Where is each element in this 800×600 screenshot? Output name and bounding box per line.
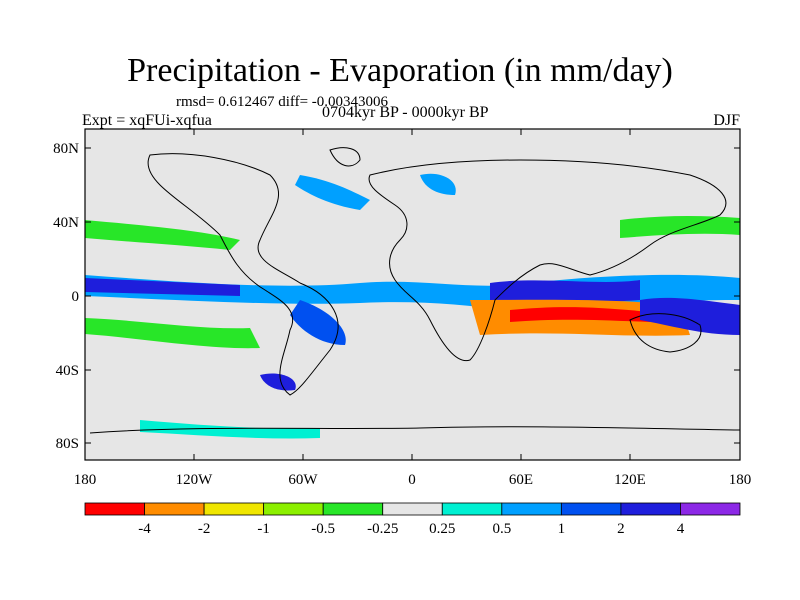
colorbar-labels: -4 -2 -1 -0.5 -0.25 0.25 0.5 1 2 4 <box>138 521 684 537</box>
period-text: 0704kyr BP - 0000kyr BP <box>322 104 489 121</box>
colorbar-swatch <box>144 502 205 516</box>
colorbar-label: 2 <box>617 521 625 537</box>
colorbar-swatch <box>382 502 443 516</box>
lat-tick-label: 40S <box>56 363 79 379</box>
lon-tick-label: 60E <box>509 472 533 488</box>
lon-tick-label: 120W <box>176 472 214 488</box>
colorbar-label: -4 <box>138 521 151 537</box>
lon-tick-label: 180 <box>729 472 752 488</box>
colorbar-swatch <box>84 502 145 516</box>
lon-tick-label: 0 <box>408 472 416 488</box>
colorbar-swatch <box>620 502 681 516</box>
lat-tick-label: 80S <box>56 436 79 452</box>
colorbar-label: 0.5 <box>492 521 511 537</box>
lon-tick-label: 120E <box>614 472 646 488</box>
latitude-ticks: 80N 40N 0 40S 80S <box>53 141 740 452</box>
map-plot-area <box>84 128 741 461</box>
experiment-text: Expt = xqFUi-xqfua <box>82 112 212 129</box>
colorbar-label: -1 <box>257 521 270 537</box>
colorbar-swatch <box>322 502 384 516</box>
colorbar-label: 4 <box>677 521 685 537</box>
lon-tick-label: 60W <box>288 472 318 488</box>
colorbar-swatch <box>263 502 324 516</box>
lat-tick-label: 0 <box>72 289 80 305</box>
colorbar-label: 1 <box>558 521 566 537</box>
season-text: DJF <box>713 112 740 129</box>
lon-tick-label: 180 <box>74 472 97 488</box>
colorbar <box>84 502 741 516</box>
colorbar-swatch <box>441 502 503 516</box>
colorbar-swatch <box>680 502 741 516</box>
colorbar-label: -2 <box>198 521 211 537</box>
coastlines <box>89 147 741 434</box>
colorbar-label: -0.5 <box>311 521 335 537</box>
colorbar-label: -0.25 <box>367 521 398 537</box>
colorbar-swatch <box>560 502 622 516</box>
colorbar-label: 0.25 <box>429 521 455 537</box>
page-title: Precipitation - Evaporation (in mm/day) <box>127 52 673 89</box>
stats-text: rmsd= 0.612467 diff= -0.00343006 <box>176 94 389 110</box>
lat-tick-label: 80N <box>53 141 79 157</box>
colorbar-swatch <box>501 502 562 516</box>
colorbar-swatch <box>203 502 265 516</box>
lat-tick-label: 40N <box>53 215 79 231</box>
longitude-ticks: 180 120W 60W 0 60E 120E 180 <box>74 129 752 488</box>
anomaly-patches <box>85 173 740 439</box>
